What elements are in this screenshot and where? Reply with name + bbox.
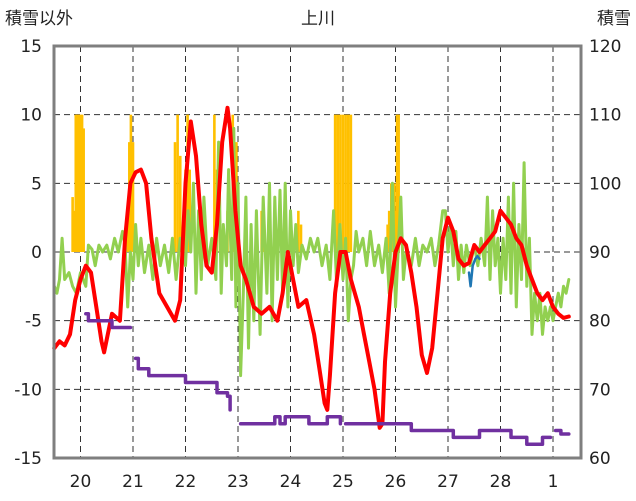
- snowfall-bar: [299, 224, 303, 252]
- snow-depth-line: [84, 312, 133, 330]
- snowfall-bar: [341, 114, 345, 253]
- right-tick-label: 60: [589, 449, 611, 469]
- right-tick-label: 110: [589, 106, 621, 126]
- left-tick-label: 10: [20, 106, 42, 126]
- x-tick-label: 21: [122, 472, 144, 492]
- x-tick-label: 28: [490, 472, 512, 492]
- right-tick-label: 70: [589, 380, 611, 400]
- snowfall-bar: [188, 169, 191, 252]
- snowfall-bar: [333, 114, 337, 253]
- left-axis-title: 積雪以外: [5, 9, 73, 29]
- right-tick-label: 120: [589, 37, 621, 57]
- temperature-line: [52, 105, 571, 430]
- left-tick-label: -10: [14, 380, 42, 400]
- snowfall-bar: [76, 114, 79, 253]
- snowfall-bar: [173, 142, 177, 252]
- snowfall-bar: [339, 114, 342, 253]
- x-tick-label: 25: [332, 472, 354, 492]
- x-tick-label: 20: [70, 472, 92, 492]
- snowfall-bar: [336, 114, 340, 253]
- snowfall-bar: [82, 128, 85, 252]
- chart-title: 上川: [301, 9, 335, 29]
- snowfall-bar: [349, 114, 353, 253]
- series-lines: [52, 105, 571, 447]
- right-tick-label: 100: [589, 174, 621, 194]
- snowfall-bar: [346, 114, 350, 253]
- right-axis-ticks: 120 110 100 90 80 70 60: [589, 37, 621, 469]
- right-tick-label: 90: [589, 243, 611, 263]
- snow-depth-line: [343, 421, 553, 447]
- snow-depth-line: [238, 415, 343, 426]
- left-tick-label: -15: [14, 449, 42, 469]
- snowfall-bar: [386, 224, 389, 252]
- snowfall-bar: [186, 114, 189, 253]
- x-axis-ticks: 20 21 22 23 24 25 26 27 28 1: [70, 472, 559, 492]
- x-tick-label: 26: [385, 472, 407, 492]
- snowfall-bar: [71, 197, 74, 252]
- snowfall-bar: [213, 114, 216, 253]
- left-axis-ticks: 15 10 5 0 -5 -10 -15: [14, 37, 42, 469]
- x-tick-label: 24: [280, 472, 302, 492]
- snowfall-bar: [74, 114, 78, 253]
- left-tick-label: -5: [25, 312, 42, 332]
- snowfall-bar: [72, 210, 76, 252]
- x-tick-label: 22: [175, 472, 197, 492]
- snowfall-bar: [178, 155, 182, 252]
- left-tick-label: 0: [31, 243, 42, 263]
- left-tick-label: 5: [31, 174, 42, 194]
- x-tick-label: 27: [437, 472, 459, 492]
- x-tick-label: 1: [548, 472, 559, 492]
- snowfall-bar: [79, 114, 82, 253]
- snowfall-bar: [395, 114, 399, 253]
- right-tick-label: 80: [589, 312, 611, 332]
- snowfall-bar: [297, 210, 300, 252]
- snow-depth-line: [133, 356, 232, 412]
- snowfall-bar: [77, 114, 81, 253]
- snow-depth-line: [553, 428, 571, 436]
- snowfall-bar: [131, 142, 135, 252]
- snowfall-bar: [387, 210, 391, 252]
- snowfall-bar: [80, 114, 84, 253]
- snowfall-bar: [397, 114, 400, 253]
- snowfall-bar: [394, 210, 397, 252]
- blue-line: [467, 254, 481, 288]
- right-axis-title: 積雪: [597, 9, 631, 29]
- wind-line: [52, 126, 571, 378]
- x-tick-label: 23: [227, 472, 249, 492]
- snowfall-bar: [344, 114, 347, 253]
- snowfall-bar: [176, 114, 179, 253]
- left-tick-label: 15: [20, 37, 42, 57]
- plot-frame: [52, 44, 583, 460]
